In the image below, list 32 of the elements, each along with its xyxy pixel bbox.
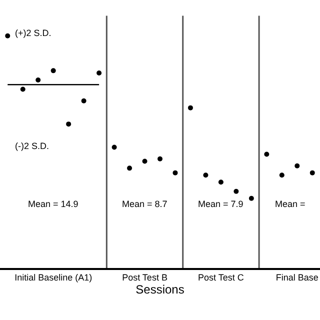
point: [158, 156, 162, 162]
point: [5, 33, 10, 38]
point: [264, 152, 270, 157]
annotation: Mean = 8.7: [122, 199, 168, 209]
point: [96, 70, 102, 76]
x-axis-title: Sessions: [136, 282, 184, 297]
point: [203, 172, 208, 178]
point: [142, 158, 148, 164]
annotation: (+)2 S.D.: [15, 28, 52, 38]
point: [188, 105, 193, 110]
x-tick-label: Final Base: [276, 272, 318, 283]
point: [112, 144, 117, 150]
x-tick-label: Initial Baseline (A1): [14, 272, 92, 283]
point: [279, 172, 284, 178]
annotation: Mean =: [275, 199, 306, 209]
x-tick-label: Post Test B: [122, 272, 168, 283]
point: [248, 196, 254, 201]
point: [127, 166, 132, 171]
point: [218, 180, 224, 185]
point: [234, 188, 239, 194]
annotation: Mean = 7.9: [198, 199, 244, 209]
point: [50, 68, 56, 74]
point: [310, 170, 315, 176]
annotation: Mean = 14.9: [28, 199, 78, 209]
point: [36, 77, 41, 82]
point: [172, 170, 178, 176]
point: [294, 163, 300, 168]
point: [20, 86, 26, 92]
x-tick-label: Post Test C: [198, 272, 244, 283]
annotation: (-)2 S.D.: [15, 141, 50, 151]
point: [81, 98, 86, 104]
point: [66, 122, 72, 127]
